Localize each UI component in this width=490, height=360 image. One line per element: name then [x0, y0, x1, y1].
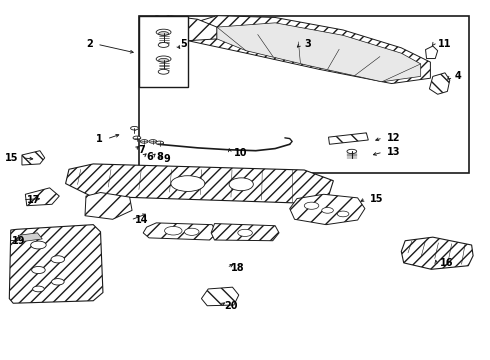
Text: 15: 15	[370, 194, 383, 203]
Polygon shape	[425, 46, 438, 59]
Ellipse shape	[238, 229, 252, 237]
Text: 18: 18	[230, 262, 244, 273]
Polygon shape	[85, 193, 132, 219]
Text: 7: 7	[138, 145, 145, 155]
Text: 5: 5	[180, 39, 187, 49]
Polygon shape	[201, 287, 239, 306]
Polygon shape	[217, 23, 421, 82]
Ellipse shape	[156, 56, 171, 62]
Text: 15: 15	[4, 153, 18, 163]
Polygon shape	[290, 194, 365, 225]
Ellipse shape	[131, 126, 138, 130]
Text: 19: 19	[12, 236, 26, 246]
Polygon shape	[429, 73, 450, 94]
Ellipse shape	[149, 140, 157, 143]
Ellipse shape	[51, 256, 65, 263]
Ellipse shape	[159, 58, 169, 62]
Ellipse shape	[165, 226, 182, 235]
Ellipse shape	[158, 69, 169, 74]
Ellipse shape	[140, 140, 148, 143]
Polygon shape	[211, 224, 279, 241]
Bar	[139, 16, 188, 87]
Text: 9: 9	[164, 154, 171, 164]
Ellipse shape	[156, 141, 164, 145]
Text: 10: 10	[234, 148, 247, 158]
Text: 16: 16	[440, 258, 454, 268]
Text: 1: 1	[96, 134, 103, 144]
Text: 17: 17	[27, 195, 40, 204]
Polygon shape	[143, 223, 217, 240]
Text: 2: 2	[87, 39, 93, 49]
Text: 8: 8	[156, 152, 163, 162]
Ellipse shape	[171, 176, 205, 192]
Polygon shape	[147, 16, 169, 39]
Text: 13: 13	[387, 147, 400, 157]
Ellipse shape	[31, 241, 46, 249]
Polygon shape	[66, 164, 333, 203]
Text: 6: 6	[147, 152, 153, 162]
Text: 4: 4	[455, 71, 462, 81]
Text: 3: 3	[304, 39, 311, 49]
Ellipse shape	[156, 29, 171, 35]
Ellipse shape	[184, 228, 199, 235]
Polygon shape	[18, 233, 42, 242]
Ellipse shape	[133, 136, 141, 140]
Polygon shape	[22, 151, 45, 165]
Ellipse shape	[322, 207, 333, 213]
Ellipse shape	[337, 211, 349, 217]
Polygon shape	[25, 188, 59, 206]
Ellipse shape	[32, 266, 45, 274]
Ellipse shape	[159, 32, 169, 35]
Polygon shape	[401, 237, 473, 269]
Ellipse shape	[347, 149, 357, 154]
Bar	[139, 16, 469, 173]
Polygon shape	[188, 16, 430, 84]
Text: 20: 20	[224, 301, 238, 311]
Polygon shape	[328, 133, 368, 144]
Text: 14: 14	[134, 215, 148, 225]
Ellipse shape	[158, 42, 169, 48]
Ellipse shape	[51, 279, 64, 285]
Text: 12: 12	[387, 133, 400, 143]
Text: 11: 11	[438, 39, 451, 49]
Ellipse shape	[33, 286, 44, 292]
Polygon shape	[9, 225, 103, 303]
Polygon shape	[144, 16, 217, 41]
Ellipse shape	[304, 202, 319, 209]
Ellipse shape	[229, 178, 253, 191]
